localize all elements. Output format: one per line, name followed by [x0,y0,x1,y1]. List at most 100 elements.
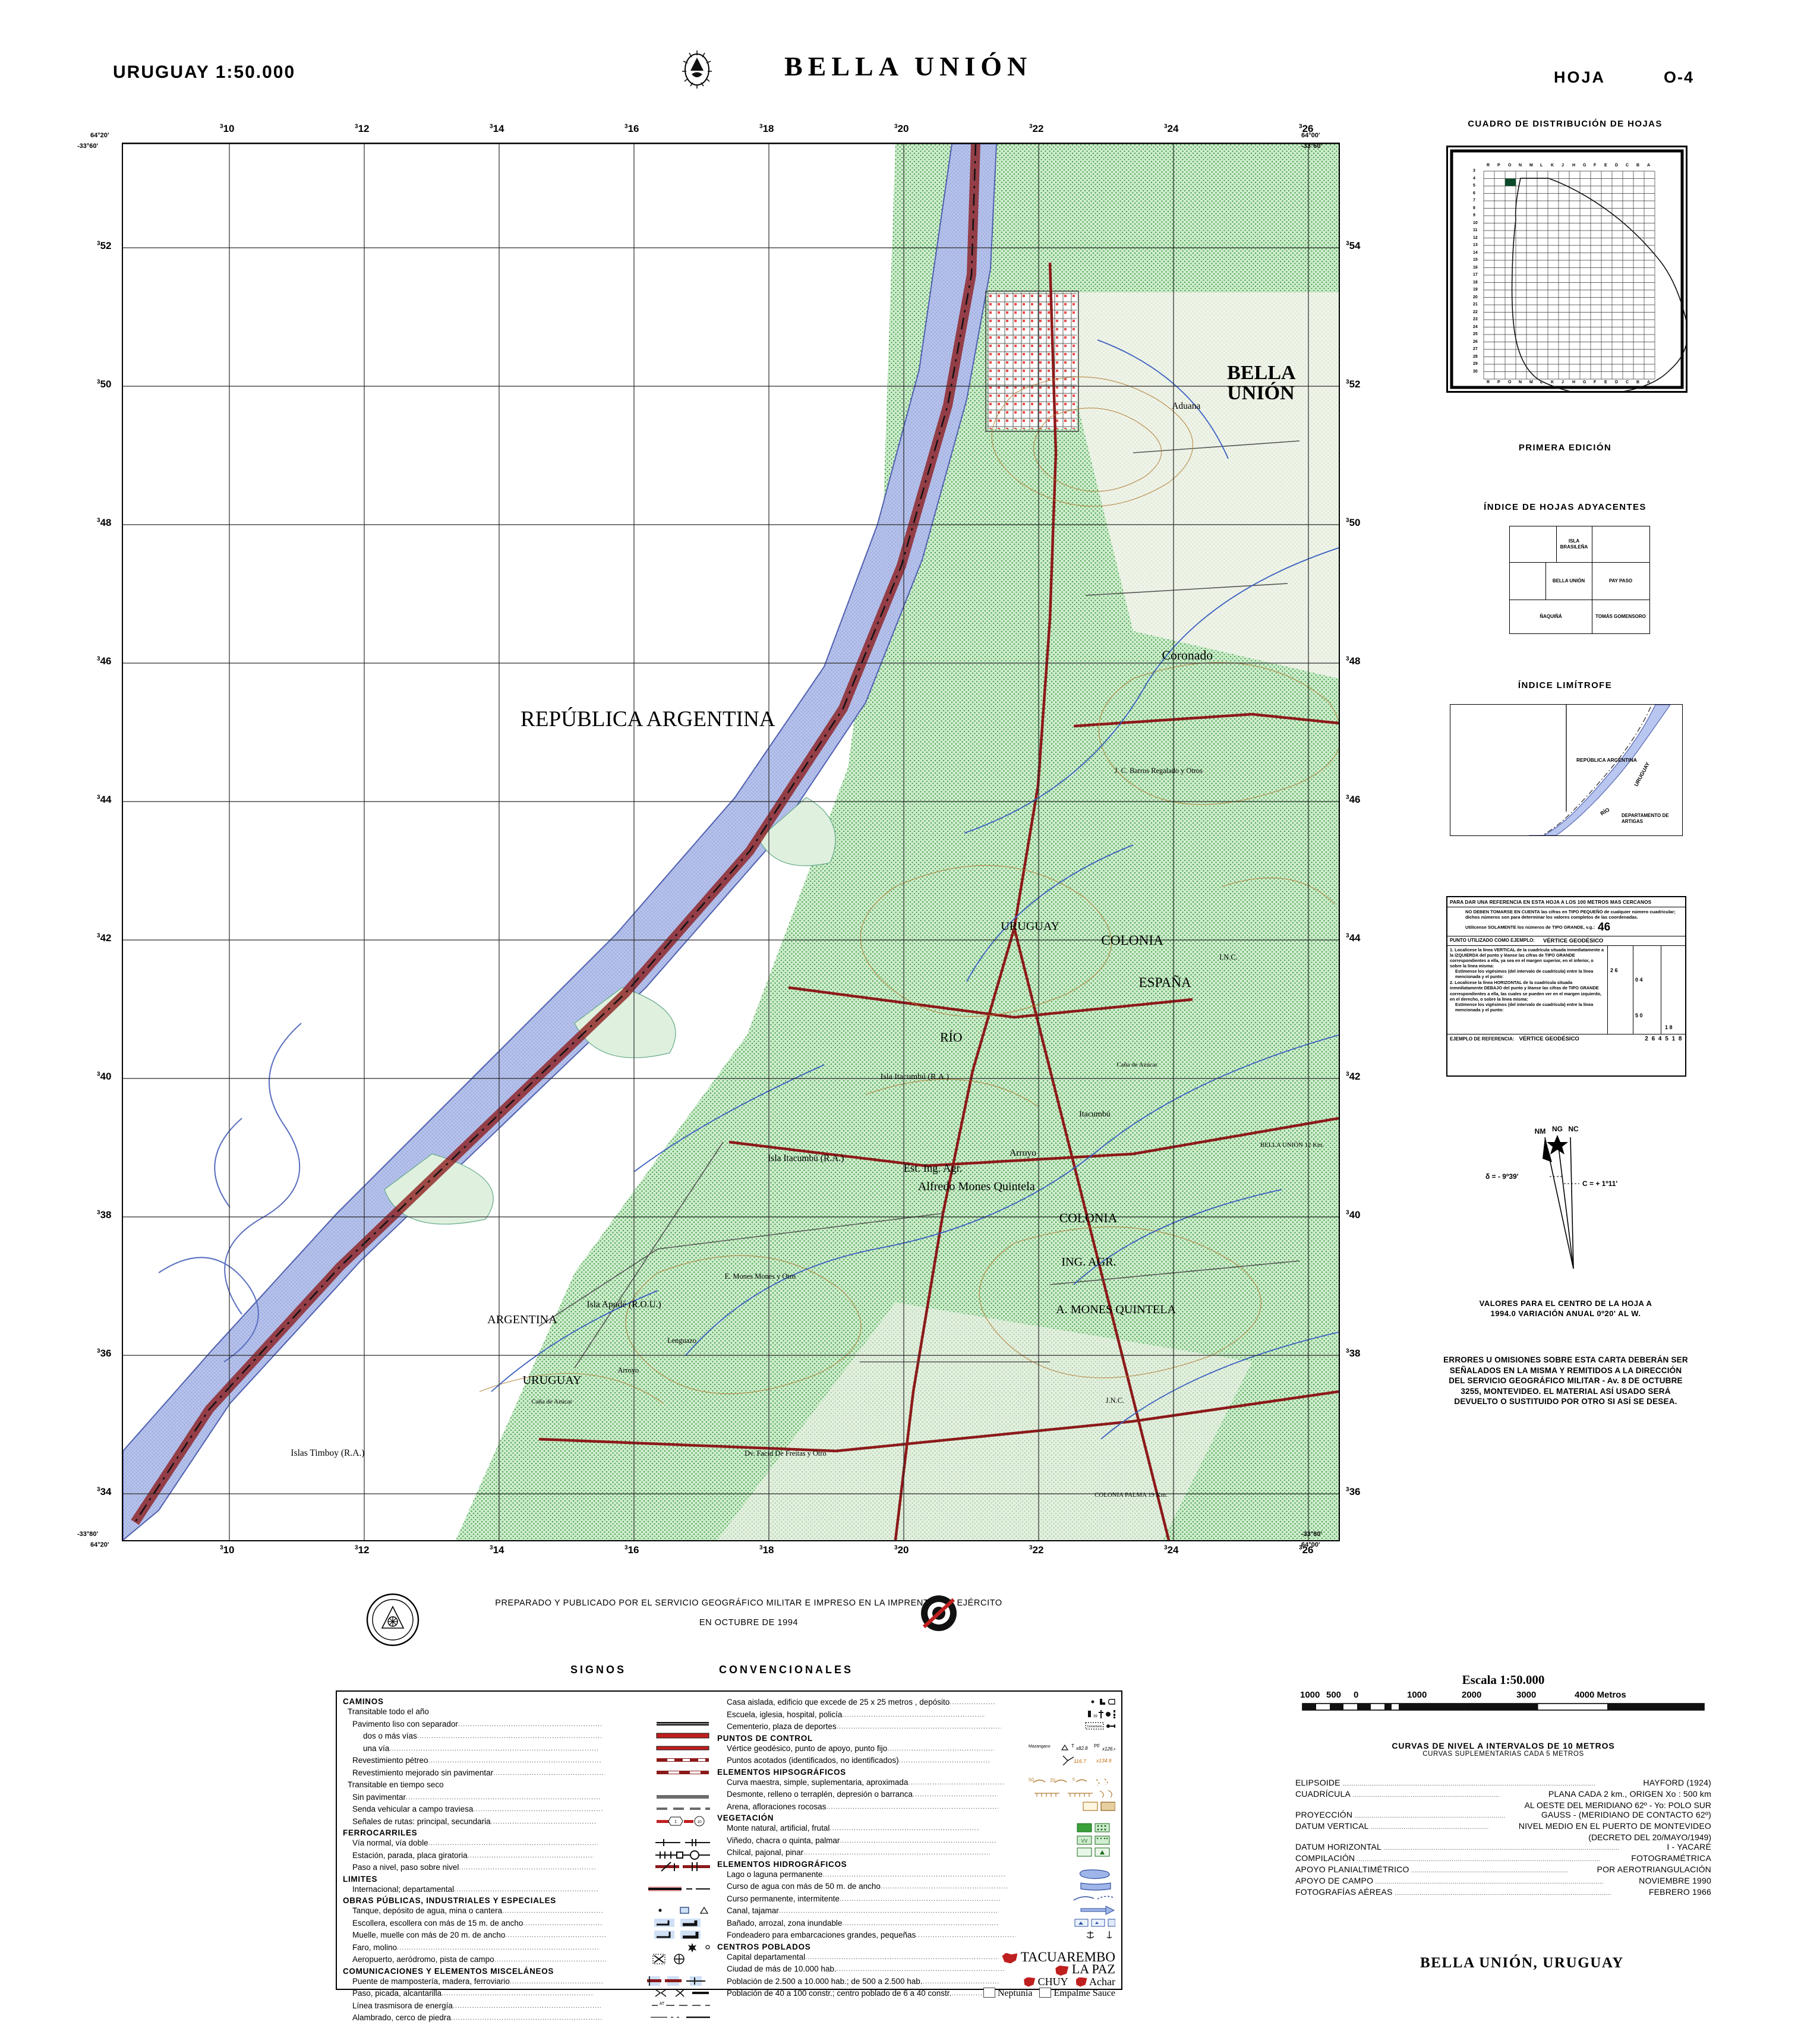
legend-dots: ........................................… [502,1907,604,1915]
legend-item[interactable]: Vía normal, vía doble...................… [343,1837,711,1850]
grid-tick: 344 [1346,932,1361,944]
legend-item-label: Fondeadero para embarcaciones grandes, p… [727,1931,916,1939]
legend-item[interactable]: Curva maestra, simple, suplementaria, ap… [717,1777,1116,1789]
legend-item[interactable]: Curso permanente, intermitente..........… [717,1893,1116,1906]
legend-symbol [1026,1905,1115,1917]
legend-symbol [1026,1789,1115,1801]
legend-item-label: Aeropuerto, aeródromo, pista de campo [352,1955,494,1964]
adjacent-cell-isla-brasilena[interactable]: ISLA BRASILEÑA [1556,526,1592,563]
map-label: A. MONES QUINTELA [1056,1302,1176,1316]
grid-tick: 320 [894,123,909,134]
adjacent-cell-pay-paso[interactable]: PAY PASO [1592,562,1649,600]
cuadro-axis-label: 23 [1473,317,1478,321]
legend-item[interactable]: Revestimiento mejorado sin pavimentar...… [343,1767,711,1780]
map-label: BELLA [1227,362,1296,384]
legend-item-label: Estación, parada, placa giratoria [352,1850,468,1860]
technical-spec-value-cont: (DECRETO DEL 20/MAYO/1949) [1588,1832,1711,1842]
legend-item[interactable]: Vértice geodésico, punto de apoyo, punto… [717,1743,1116,1755]
legend-item[interactable]: Arena, afloraciones rocosas.............… [717,1801,1116,1813]
legend-symbol [1026,1801,1116,1813]
legend-item[interactable]: Casa aislada, edificio que excede de 25 … [717,1696,1116,1709]
legend-item[interactable]: Monte natural, artificial, frutal.......… [717,1822,1116,1835]
legend-item[interactable]: Desmonte, relleno o terraplén, depresión… [717,1789,1116,1801]
adjacent-sheets-index[interactable]: ISLA BRASILEÑA BELLA UNIÓN PAY PASO ÑAQU… [1509,526,1650,634]
grid-tick: 326 [1299,123,1314,134]
legend-item[interactable]: Pavimento liso con separador............… [343,1718,711,1731]
cuadro-axis-label: 3 [1473,169,1475,173]
legend-dots: ........................................… [887,1745,994,1752]
legend-item[interactable]: dos o más vías..........................… [343,1730,711,1743]
cuadro-axis-label: O [1508,380,1512,384]
technical-spec-row: COMPILACIÓN ............................… [1295,1853,1711,1865]
legend-item[interactable]: Fondeadero para embarcaciones grandes, p… [717,1929,1116,1942]
refbox-step-1: 1. Localícese la línea VERTICAL de la cu… [1450,947,1604,969]
legend-item[interactable]: Internacional; departamental............… [343,1884,711,1896]
map-label: Caña de Azúcar [531,1398,573,1406]
legend-item[interactable]: Curso de agua con más de 50 m. de ancho.… [717,1881,1116,1893]
legend-item[interactable]: Viñedo, chacra o quinta, palmar.........… [717,1835,1116,1847]
legend-item[interactable]: Estación, parada, placa giratoria.......… [343,1850,711,1862]
map-label: Isla Itacumbú (R.A.) [880,1072,950,1081]
legend-symbol [621,1743,710,1755]
technical-spec-row: DATUM VERTICAL .........................… [1295,1821,1711,1832]
cuadro-axis-label: K [1551,163,1554,168]
legend-item[interactable]: Canal, tajamar..........................… [717,1905,1116,1917]
legend-item[interactable]: Revestimiento pétreo....................… [343,1755,711,1767]
cuadro-distribucion-hojas[interactable]: R P O N M L K J H G F E D C B A R P O N M L K J H G F E D C B A 3 4 5 6 7 8… [1446,146,1687,393]
boundary-index[interactable]: REPÚBLICA ARGENTINA RÍO URUGUAY DEPARTAM… [1450,704,1683,836]
contour-interval-line2: CURVAS SUPLEMENTARIAS CADA 5 METROS [1422,1750,1584,1758]
legend-item[interactable]: Bañado, arrozal, zona inundable.........… [717,1917,1116,1930]
map-label: Arroyo [1010,1147,1036,1158]
technical-spec-row: ELIPSOIDE ..............................… [1295,1778,1711,1789]
svg-text:50: 50 [1029,1777,1034,1783]
legend-item[interactable]: Sin pavimentar..........................… [343,1791,711,1804]
technical-spec-dots: ........................................… [1392,1890,1611,1897]
map-label: Caña de Azúcar [1116,1061,1157,1069]
legend-item[interactable]: Senda vehicular a campo traviesa........… [343,1803,711,1816]
legend-item[interactable]: Faro, molino............................… [343,1942,711,1954]
legend-item[interactable]: Aeropuerto, aeródromo, pista de campo...… [343,1954,711,1966]
adjacent-cell-bella-union[interactable]: BELLA UNIÓN [1545,562,1592,600]
map-legend[interactable]: CAMINOS Transitable todo el año Pavimento … [336,1690,1122,2022]
legend-item[interactable]: Lago o laguna permanente................… [717,1869,1116,1881]
fence-icon [651,2016,710,2018]
power-line-icon: AT [652,2002,710,2006]
legend-item[interactable]: Escollera, escollera con más de 15 m. de… [343,1917,711,1930]
scale-tick-label: 500 [1326,1690,1342,1700]
legend-item[interactable]: Ciudad de más de 10.000 hab.............… [717,1963,1116,1976]
legend-item[interactable]: Tanque, depósito de agua, mina o cantera… [343,1905,711,1917]
legend-item[interactable]: Puntos acotados (identificados, no ident… [717,1755,1116,1767]
adjacent-cell-tomas-gomensoro[interactable]: TOMÁS GOMENSORO [1595,614,1646,619]
legend-item[interactable]: Capital departamental...................… [717,1951,1116,1963]
legend-item[interactable]: Paso, picada, alcantarilla..............… [343,1988,711,2000]
svg-text:T: T [1071,1743,1074,1749]
legend-subheading: Transitable en tiempo seco [348,1780,444,1789]
topographic-map[interactable]: REPÚBLICA ARGENTINA BELLA UNIÓN Aduana Coron… [122,143,1340,1541]
legend-item[interactable]: una vía.................................… [343,1743,711,1755]
legend-item-label: Línea trasmisora de energía [352,2001,453,2010]
legend-symbol: 116.7 x134.9 [1026,1755,1115,1767]
legend-item-label: Población de 2.500 a 10.000 hab.; de 500… [727,1976,923,1986]
legend-item[interactable]: Alambrado, cerco de piedra..............… [343,2012,711,2024]
legend-item[interactable]: Paso a nivel, paso sobre nivel..........… [343,1862,711,1874]
map-label: Isla Itacumbú (R.A.) [768,1153,844,1164]
legend-item[interactable]: Puente de mampostería, madera, ferroviar… [343,1976,711,1988]
adjacent-cell-naquina[interactable]: ÑAQUIÑÁ [1510,600,1592,633]
legend-item[interactable]: Población de 40 a 100 constr.; centro po… [717,1988,1116,2000]
corner-tr-lat: -33°60' [1301,143,1323,150]
legend-item[interactable]: Línea trasmisora de energía.............… [343,2000,711,2013]
legend-item[interactable]: Señales de rutas: principal, secundaria.… [343,1816,711,1828]
legend-item[interactable]: Muelle, muelle con más de 20 m. de ancho… [343,1929,711,1942]
technical-spec-row: APOYO PLANIALTIMÉTRICO .................… [1295,1865,1711,1876]
grid-reference-box[interactable]: PARA DAR UNA REFERENCIA EN ESTA HOJA A L… [1446,896,1686,1077]
legend-item[interactable]: Cementerio, plaza de deportes...........… [717,1721,1116,1733]
sgm-seal-icon [366,1593,419,1647]
legend-item[interactable]: Escuela, iglesia, hospital, policía.....… [717,1709,1116,1721]
cuadro-axis-label: 7 [1473,198,1475,203]
railway-station-icon [655,1850,710,1860]
legend-dots: ........................................… [490,1818,595,1825]
legend-item[interactable]: Población de 2.500 a 10.000 hab.; de 500… [717,1976,1116,1988]
adjacent-sheets-title: ÍNDICE DE HOJAS ADYACENTES [1484,502,1646,512]
city-capital-icon [1002,1953,1018,1963]
legend-item[interactable]: Chilcal, pajonal, pinar.................… [717,1847,1116,1859]
